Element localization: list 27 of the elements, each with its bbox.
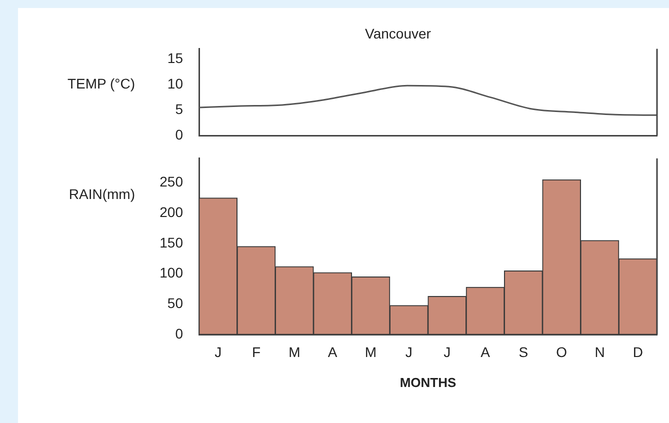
y-tick-label: 5	[175, 100, 184, 117]
y-tick-label: 200	[160, 204, 184, 220]
x-tick-label: M	[364, 344, 377, 360]
x-tick-label: O	[556, 344, 568, 360]
y-tick-label: 100	[160, 264, 184, 281]
y-tick-label: 10	[167, 75, 184, 92]
x-tick-label: A	[480, 344, 491, 360]
x-tick-label: M	[288, 344, 300, 360]
x-tick-label: N	[594, 344, 605, 360]
y-axis-title: RAIN(mm)	[68, 186, 135, 202]
x-tick-label: J	[214, 344, 222, 360]
y-tick-label: 0	[175, 126, 184, 142]
x-tick-label: F	[252, 344, 261, 360]
y-tick-label: 150	[160, 234, 184, 250]
x-axis-title: MONTHS	[400, 374, 456, 390]
y-tick-label: 15	[167, 50, 184, 66]
x-tick-label: S	[518, 344, 528, 360]
chart-title: Vancouver	[365, 25, 432, 42]
x-tick-label: J	[444, 344, 451, 360]
x-tick-label: D	[632, 344, 643, 360]
y-tick-label: 0	[175, 325, 184, 342]
line-series	[198, 84, 658, 116]
x-tick-label: A	[328, 344, 338, 360]
y-axis-title: TEMP (°C)	[67, 75, 135, 92]
x-tick-label: J	[405, 344, 412, 360]
y-tick-label: 250	[160, 174, 184, 190]
y-tick-label: 50	[167, 295, 184, 312]
